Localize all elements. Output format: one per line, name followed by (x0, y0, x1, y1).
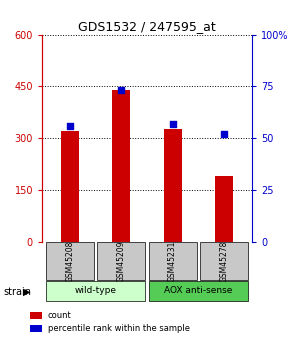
Text: GSM45208: GSM45208 (66, 241, 75, 282)
Text: GSM45209: GSM45209 (117, 240, 126, 282)
Point (170, 121, 175, 126)
Bar (148, 242, 197, 280)
Bar (46, 242, 94, 280)
Point (221, 131, 226, 137)
Bar (61, 131, 79, 241)
Bar (215, 176, 233, 242)
Text: GSM45278: GSM45278 (219, 241, 228, 282)
Text: count: count (48, 311, 72, 320)
Bar (112, 90, 130, 242)
Text: ▶: ▶ (23, 287, 31, 296)
Text: GSM45231: GSM45231 (168, 241, 177, 282)
Bar (30, 325, 42, 332)
Text: strain: strain (3, 287, 31, 296)
Text: AOX anti-sense: AOX anti-sense (164, 286, 232, 295)
Text: wild-type: wild-type (75, 286, 117, 295)
Bar (30, 312, 42, 319)
Text: percentile rank within the sample: percentile rank within the sample (48, 324, 190, 333)
Bar (200, 242, 248, 280)
Bar (148, 280, 248, 301)
Bar (164, 129, 181, 242)
Title: GDS1532 / 247595_at: GDS1532 / 247595_at (78, 20, 216, 33)
Point (68, 123, 73, 128)
Bar (46, 280, 146, 301)
Point (119, 88, 124, 93)
Bar (97, 242, 146, 280)
